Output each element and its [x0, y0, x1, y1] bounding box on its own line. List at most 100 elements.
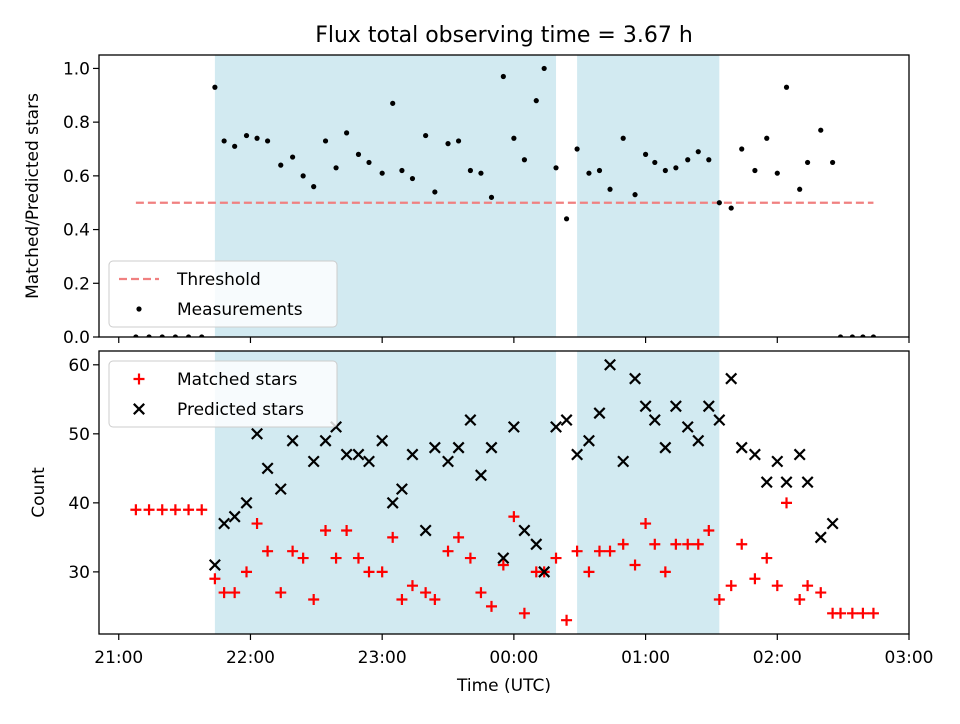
data-point — [571, 448, 584, 461]
data-point — [221, 138, 227, 144]
x-tick-label: 03:00 — [885, 648, 934, 668]
data-point — [649, 538, 661, 550]
legend-label: Measurements — [177, 300, 303, 320]
data-point — [241, 566, 253, 578]
shaded-interval-1 — [577, 55, 720, 337]
data-point — [287, 545, 299, 557]
data-point — [797, 186, 803, 192]
data-point — [507, 420, 520, 433]
data-point — [386, 496, 399, 509]
data-point — [561, 614, 573, 626]
data-point — [474, 469, 487, 482]
data-point — [344, 130, 350, 136]
data-point — [322, 138, 329, 144]
bottom-panel: 30 40 50 60 Matched stars Predicted stars — [68, 350, 910, 640]
data-point — [771, 455, 784, 468]
data-point — [538, 565, 551, 578]
legend-label: Matched stars — [177, 370, 297, 390]
data-point — [475, 587, 487, 599]
data-point — [716, 200, 722, 206]
data-point — [607, 186, 613, 192]
data-point — [254, 135, 260, 141]
data-point — [692, 538, 704, 550]
y-tick-label: 30 — [68, 563, 90, 583]
data-point — [130, 504, 142, 516]
data-point — [423, 132, 429, 139]
data-point — [420, 587, 432, 599]
data-point — [311, 184, 317, 190]
data-point — [617, 538, 629, 550]
data-point — [445, 141, 451, 147]
data-point — [563, 216, 570, 222]
data-point — [251, 518, 263, 530]
data-point — [229, 587, 241, 599]
data-point — [818, 127, 824, 133]
data-point — [208, 558, 221, 571]
data-point — [783, 84, 790, 90]
data-point — [583, 566, 595, 578]
x-tick-label: 02:00 — [753, 648, 802, 668]
data-point — [830, 159, 836, 166]
data-point — [793, 448, 806, 461]
data-point — [442, 545, 454, 557]
x-tick-label: 01:00 — [621, 648, 670, 668]
data-point — [574, 146, 580, 152]
data-point — [692, 434, 705, 447]
data-point — [586, 170, 592, 176]
data-point — [662, 167, 668, 174]
data-point — [669, 400, 682, 413]
data-point — [571, 545, 583, 557]
data-point — [781, 497, 793, 509]
data-point — [399, 167, 405, 174]
data-point — [183, 504, 195, 516]
data-point — [467, 167, 474, 174]
data-point — [228, 510, 241, 523]
data-point — [429, 593, 441, 605]
data-point — [553, 165, 559, 171]
data-point — [455, 138, 462, 144]
data-point — [243, 132, 250, 139]
legend-predicted-swatch — [133, 403, 145, 415]
data-point — [485, 600, 497, 612]
data-point — [156, 504, 168, 516]
data-point — [406, 580, 418, 592]
data-point — [629, 372, 642, 385]
y-tick-label: 0.4 — [63, 221, 90, 241]
data-point — [218, 517, 231, 530]
axes-frame — [98, 54, 910, 338]
data-point — [640, 518, 652, 530]
y-tick-label: 0.2 — [63, 274, 90, 294]
data-point — [752, 167, 758, 174]
data-point — [419, 524, 432, 537]
data-point — [857, 607, 869, 619]
data-point — [352, 552, 364, 564]
data-point — [760, 476, 773, 489]
data-point — [275, 587, 287, 599]
data-point — [264, 138, 271, 144]
data-point — [497, 559, 509, 571]
data-point — [352, 448, 365, 461]
data-point — [685, 157, 691, 163]
legend-label: Predicted stars — [177, 400, 304, 420]
data-point — [541, 65, 547, 72]
data-point — [395, 483, 408, 496]
legend-matched-swatch — [133, 373, 145, 385]
data-point — [452, 441, 465, 454]
legend: Threshold Measurements — [108, 260, 338, 328]
data-point — [396, 593, 408, 605]
data-point — [604, 545, 616, 557]
data-point — [212, 84, 218, 90]
data-point — [261, 462, 274, 475]
data-point — [642, 151, 649, 157]
data-point — [488, 194, 495, 200]
data-point — [739, 146, 745, 152]
data-point — [497, 552, 510, 565]
data-point — [262, 545, 274, 557]
data-point — [533, 98, 539, 104]
data-point — [620, 135, 626, 141]
data-point — [320, 524, 332, 536]
data-point — [274, 483, 287, 496]
data-point — [748, 448, 761, 461]
x-axis-label: Time (UTC) — [456, 676, 551, 696]
